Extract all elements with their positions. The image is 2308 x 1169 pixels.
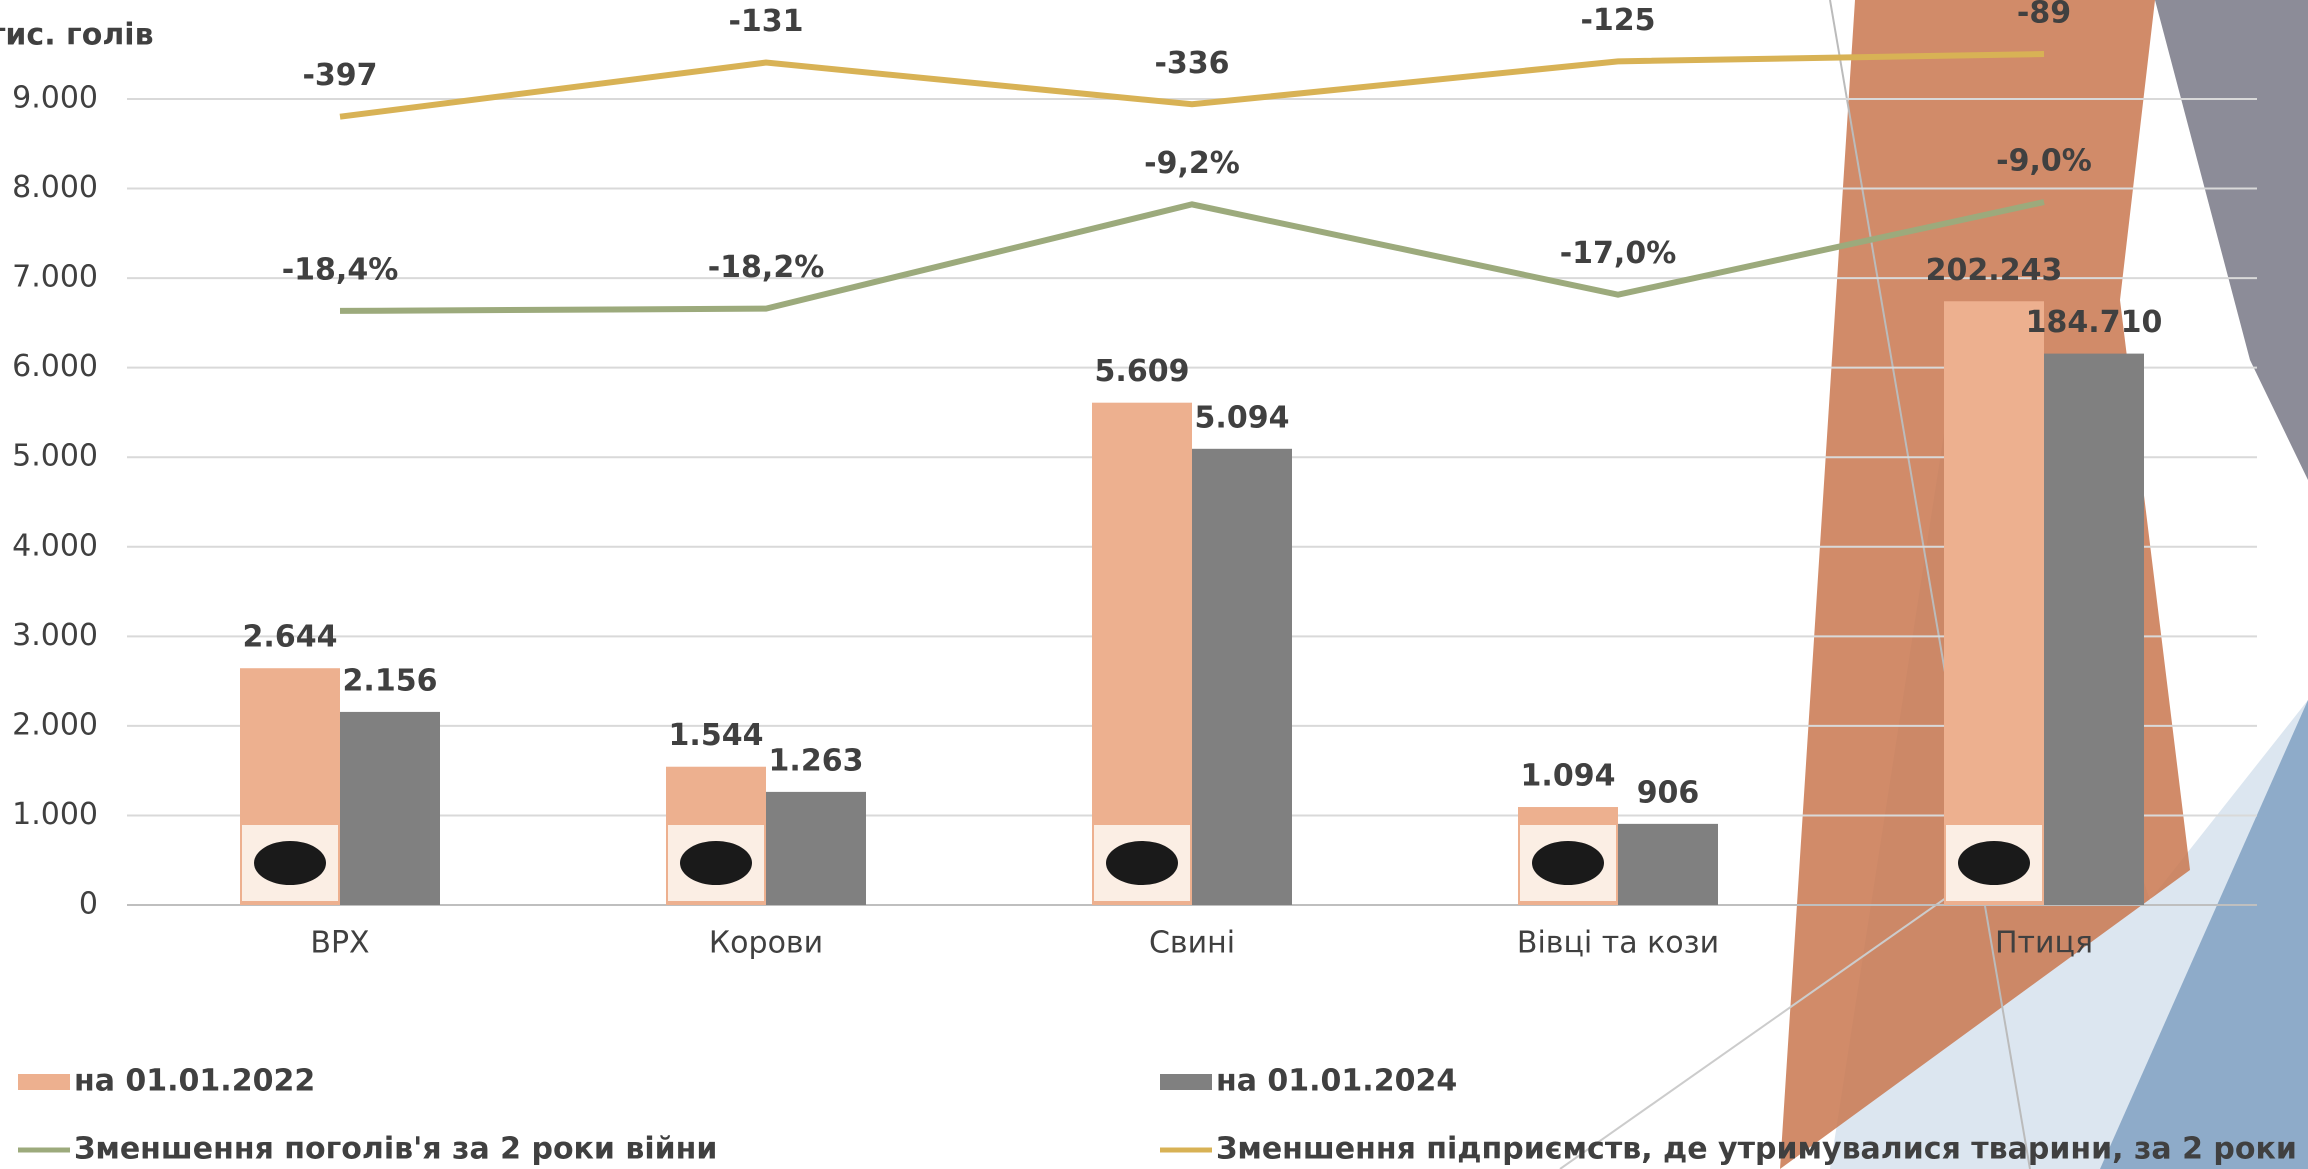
y-tick-label: 3.000 (12, 618, 98, 653)
data-label: -17,0% (1560, 236, 1677, 271)
data-label: 184.710 (2026, 305, 2163, 340)
legend-label: Зменшення підприємств, де утримувалися т… (1216, 1132, 2308, 1167)
y-tick-label: 6.000 (12, 349, 98, 384)
legend-swatch (1160, 1074, 1212, 1090)
legend-swatch (18, 1074, 70, 1090)
y-tick-label: 0 (79, 887, 98, 922)
data-label: -18,4% (282, 252, 399, 287)
data-label: 5.609 (1095, 354, 1190, 389)
background-decoration (1559, 0, 2308, 1169)
bar (1192, 448, 1292, 905)
data-label: 1.263 (769, 743, 864, 778)
x-tick-label: ВРХ (310, 926, 369, 961)
data-label: 5.094 (1195, 400, 1290, 435)
bar (340, 711, 440, 905)
legend-label: на 01.01.2024 (1216, 1064, 1457, 1099)
data-label: 2.644 (243, 620, 338, 655)
data-label: 1.094 (1521, 759, 1616, 794)
data-label: 202.243 (1926, 253, 2063, 288)
data-label: -125 (1580, 3, 1655, 38)
data-label: 1.544 (669, 718, 764, 753)
y-tick-label: 5.000 (12, 439, 98, 474)
axis-label: тис. голів (0, 18, 154, 53)
data-label: -336 (1154, 46, 1229, 81)
data-label: 2.156 (343, 663, 438, 698)
data-label: -18,2% (708, 250, 825, 285)
x-tick-label: Птиця (1995, 926, 2093, 961)
animal-icon (242, 825, 338, 901)
data-label: -397 (302, 58, 377, 93)
bar (1092, 402, 1192, 905)
line (339, 51, 2045, 120)
data-label: 906 (1637, 775, 1700, 810)
data-label: -131 (728, 4, 803, 39)
data-label: -9,2% (1144, 146, 1240, 181)
y-tick-label: 4.000 (12, 528, 98, 563)
x-tick-label: Корови (709, 926, 823, 961)
line (339, 199, 2045, 314)
data-label: -89 (2017, 0, 2071, 31)
x-tick-label: Свині (1149, 926, 1235, 961)
animal-icon (1520, 825, 1616, 901)
x-tick-label: Вівці та кози (1517, 926, 1719, 961)
legend-label: на 01.01.2022 (74, 1064, 315, 1099)
bar (1618, 823, 1718, 905)
y-tick-label: 8.000 (12, 170, 98, 205)
legend-label: Зменшення поголів'я за 2 роки війни (74, 1132, 717, 1167)
y-tick-label: 9.000 (12, 81, 98, 116)
y-tick-label: 7.000 (12, 260, 98, 295)
bar (766, 791, 866, 905)
animal-icon (668, 825, 764, 901)
y-tick-label: 1.000 (12, 797, 98, 832)
bar (1944, 301, 2044, 905)
bar (2044, 353, 2144, 905)
y-tick-label: 2.000 (12, 707, 98, 742)
animal-icon (1094, 825, 1190, 901)
animal-icon (1946, 825, 2042, 901)
data-label: -9,0% (1996, 144, 2092, 179)
